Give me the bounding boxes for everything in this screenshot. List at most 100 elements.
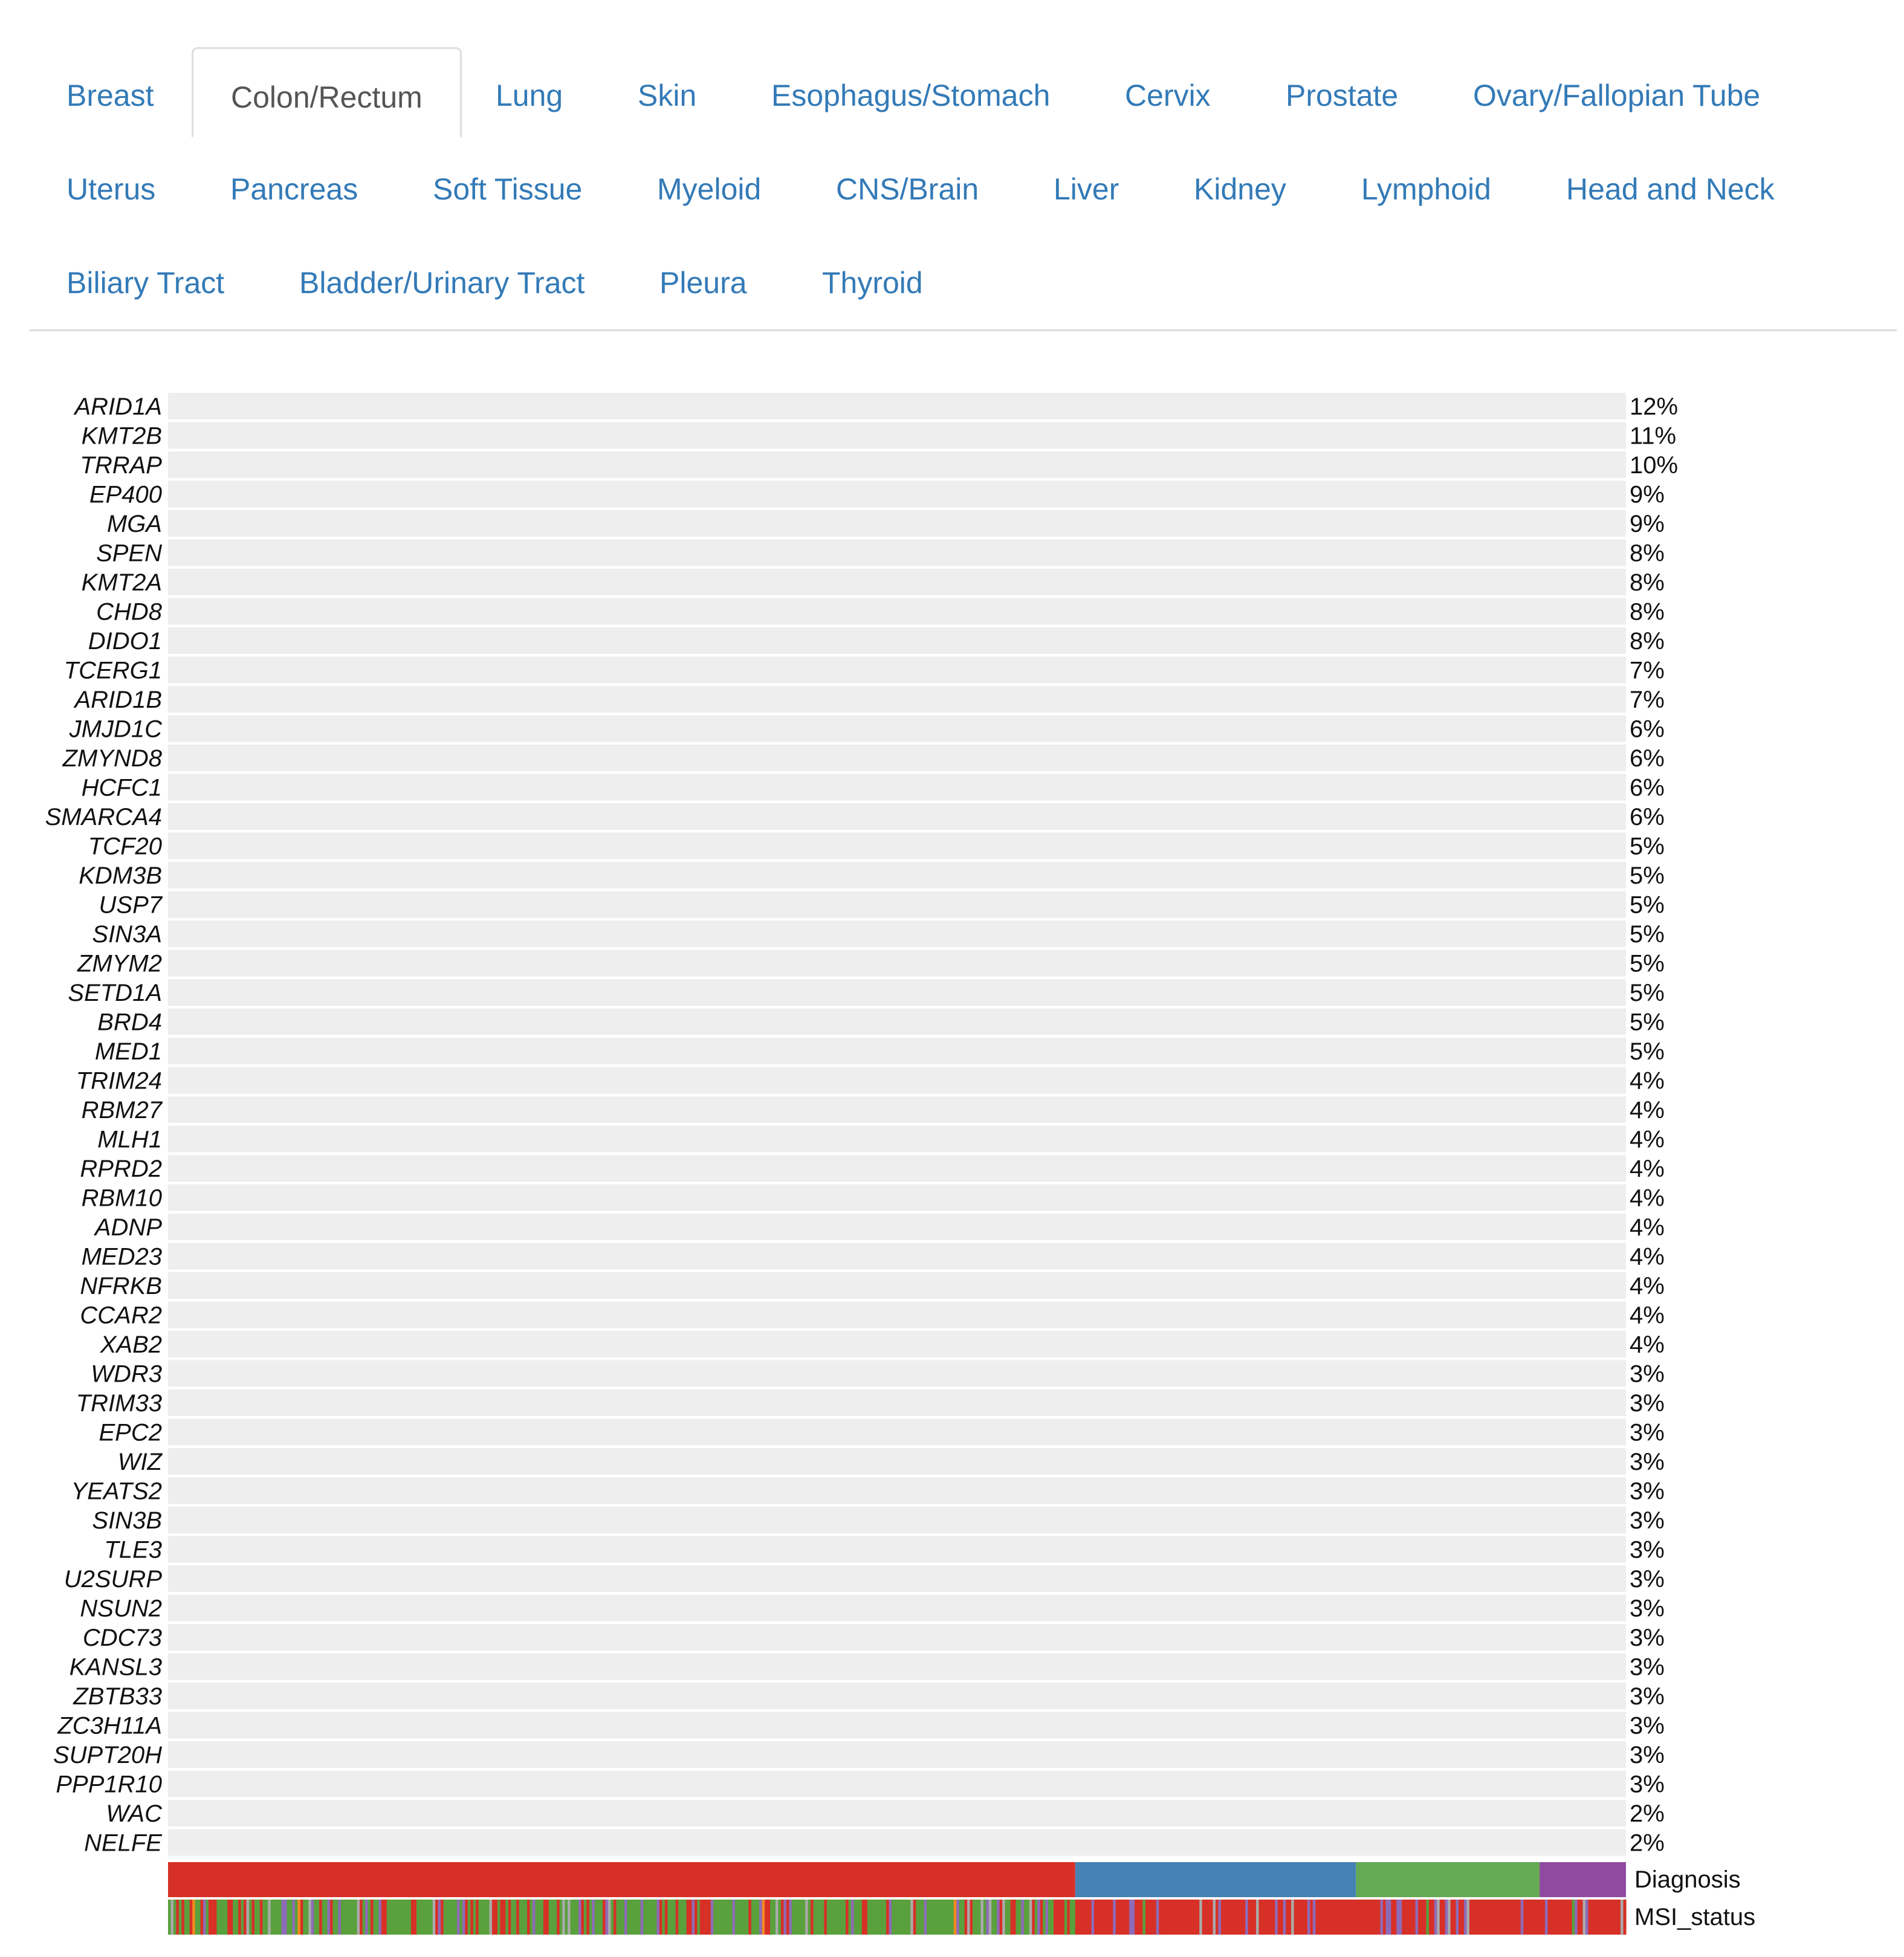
msi-status-cell — [259, 1900, 263, 1935]
msi-status-cell — [543, 1900, 546, 1935]
msi-status-cell — [1067, 1900, 1070, 1935]
msi-status-cell — [1118, 1900, 1122, 1935]
msi-status-cell — [1185, 1900, 1189, 1935]
msi-status-cell — [740, 1900, 743, 1935]
gene-label: CHD8 — [96, 599, 163, 626]
msi-status-cell — [1477, 1900, 1481, 1935]
tab-lung[interactable]: Lung — [496, 79, 563, 112]
tab-prostate[interactable]: Prostate — [1286, 79, 1399, 112]
tab-pancreas[interactable]: Pancreas — [230, 172, 358, 206]
msi-status-cell — [1258, 1900, 1262, 1935]
msi-status-cell — [1113, 1900, 1116, 1935]
msi-status-cell — [438, 1900, 441, 1935]
msi-status-cell — [894, 1900, 898, 1935]
msi-status-cell — [416, 1900, 419, 1935]
msi-status-cell — [1364, 1900, 1367, 1935]
msi-status-cell — [206, 1900, 209, 1935]
msi-status-cell — [443, 1900, 447, 1935]
msi-status-cell — [1531, 1900, 1535, 1935]
msi-status-cell — [1610, 1900, 1613, 1935]
msi-status-cell — [1277, 1900, 1281, 1935]
tab-head-and-neck[interactable]: Head and Neck — [1566, 172, 1775, 206]
msi-status-cell — [1529, 1900, 1532, 1935]
tab-cervix[interactable]: Cervix — [1125, 79, 1211, 112]
gene-row-bg — [168, 1448, 1626, 1475]
msi-status-cell — [789, 1900, 792, 1935]
gene-label: ARID1A — [74, 393, 163, 420]
msi-status-cell — [330, 1900, 334, 1935]
msi-status-cell — [181, 1900, 185, 1935]
tab-cns-brain[interactable]: CNS/Brain — [836, 172, 979, 206]
msi-status-cell — [184, 1900, 187, 1935]
msi-status-cell — [646, 1900, 649, 1935]
gene-row-bg — [168, 1712, 1626, 1739]
msi-status-cell — [1420, 1900, 1424, 1935]
gene-label: MED23 — [82, 1244, 162, 1270]
msi-status-cell — [934, 1900, 938, 1935]
msi-status-cell — [176, 1900, 180, 1935]
msi-status-cell — [1396, 1900, 1400, 1935]
tab-bladder-urinary-tract[interactable]: Bladder/Urinary Tract — [299, 266, 585, 300]
msi-status-cell — [1337, 1900, 1341, 1935]
tab-myeloid[interactable]: Myeloid — [657, 172, 762, 206]
msi-status-cell — [1358, 1900, 1362, 1935]
msi-status-cell — [351, 1900, 355, 1935]
msi-status-cell — [233, 1900, 236, 1935]
msi-status-cell — [643, 1900, 647, 1935]
msi-status-cell — [695, 1900, 698, 1935]
msi-status-cell — [435, 1900, 439, 1935]
msi-status-cell — [1410, 1900, 1413, 1935]
msi-status-cell — [659, 1900, 662, 1935]
tab-pleura[interactable]: Pleura — [659, 266, 747, 300]
gene-row-bg — [168, 480, 1626, 508]
tab-lymphoid[interactable]: Lymphoid — [1361, 172, 1491, 206]
gene-label: XAB2 — [100, 1331, 162, 1358]
msi-status-cell — [1318, 1900, 1321, 1935]
tab-liver[interactable]: Liver — [1054, 172, 1119, 206]
gene-row-bg — [168, 979, 1626, 1006]
tab-skin[interactable]: Skin — [638, 79, 697, 112]
msi-status-cell — [1102, 1900, 1106, 1935]
tab-thyroid[interactable]: Thyroid — [822, 266, 923, 300]
tab-breast[interactable]: Breast — [66, 79, 154, 112]
msi-status-cell — [1404, 1900, 1408, 1935]
msi-status-cell — [853, 1900, 857, 1935]
msi-status-cell — [1453, 1900, 1457, 1935]
tab-uterus[interactable]: Uterus — [66, 172, 156, 206]
tab-colon-rectum[interactable]: Colon/Rectum — [192, 47, 462, 138]
msi-status-cell — [1332, 1900, 1335, 1935]
msi-status-cell — [1207, 1900, 1211, 1935]
msi-status-cell — [964, 1900, 968, 1935]
msi-status-cell — [735, 1900, 739, 1935]
tab-esophagus-stomach[interactable]: Esophagus/Stomach — [771, 79, 1051, 112]
msi-status-cell — [600, 1900, 603, 1935]
gene-row-bg — [168, 1184, 1626, 1211]
msi-status-cell — [516, 1900, 520, 1935]
msi-status-cell — [470, 1900, 474, 1935]
msi-status-cell — [851, 1900, 855, 1935]
msi-status-cell — [967, 1900, 971, 1935]
msi-status-cell — [487, 1900, 490, 1935]
msi-status-cell — [686, 1900, 690, 1935]
msi-status-cell — [765, 1900, 768, 1935]
msi-status-cell — [791, 1900, 795, 1935]
tab-soft-tissue[interactable]: Soft Tissue — [433, 172, 583, 206]
msi-status-cell — [1275, 1900, 1278, 1935]
frequency-label: 12% — [1630, 393, 1678, 420]
tab-biliary-tract[interactable]: Biliary Tract — [66, 266, 225, 300]
msi-status-cell — [756, 1900, 760, 1935]
diagnosis-segment — [1075, 1862, 1356, 1897]
gene-label: MLH1 — [97, 1127, 162, 1153]
tab-ovary-fallopian-tube[interactable]: Ovary/Fallopian Tube — [1473, 79, 1761, 112]
msi-status-cell — [1590, 1900, 1594, 1935]
msi-status-cell — [262, 1900, 266, 1935]
msi-status-cell — [522, 1900, 525, 1935]
tab-kidney[interactable]: Kidney — [1194, 172, 1286, 206]
msi-status-cell — [452, 1900, 455, 1935]
msi-status-cell — [730, 1900, 733, 1935]
msi-status-cell — [1216, 1900, 1219, 1935]
msi-status-cell — [942, 1900, 946, 1935]
msi-status-cell — [986, 1900, 989, 1935]
frequency-label: 6% — [1630, 716, 1665, 743]
gene-row-bg — [168, 451, 1626, 478]
